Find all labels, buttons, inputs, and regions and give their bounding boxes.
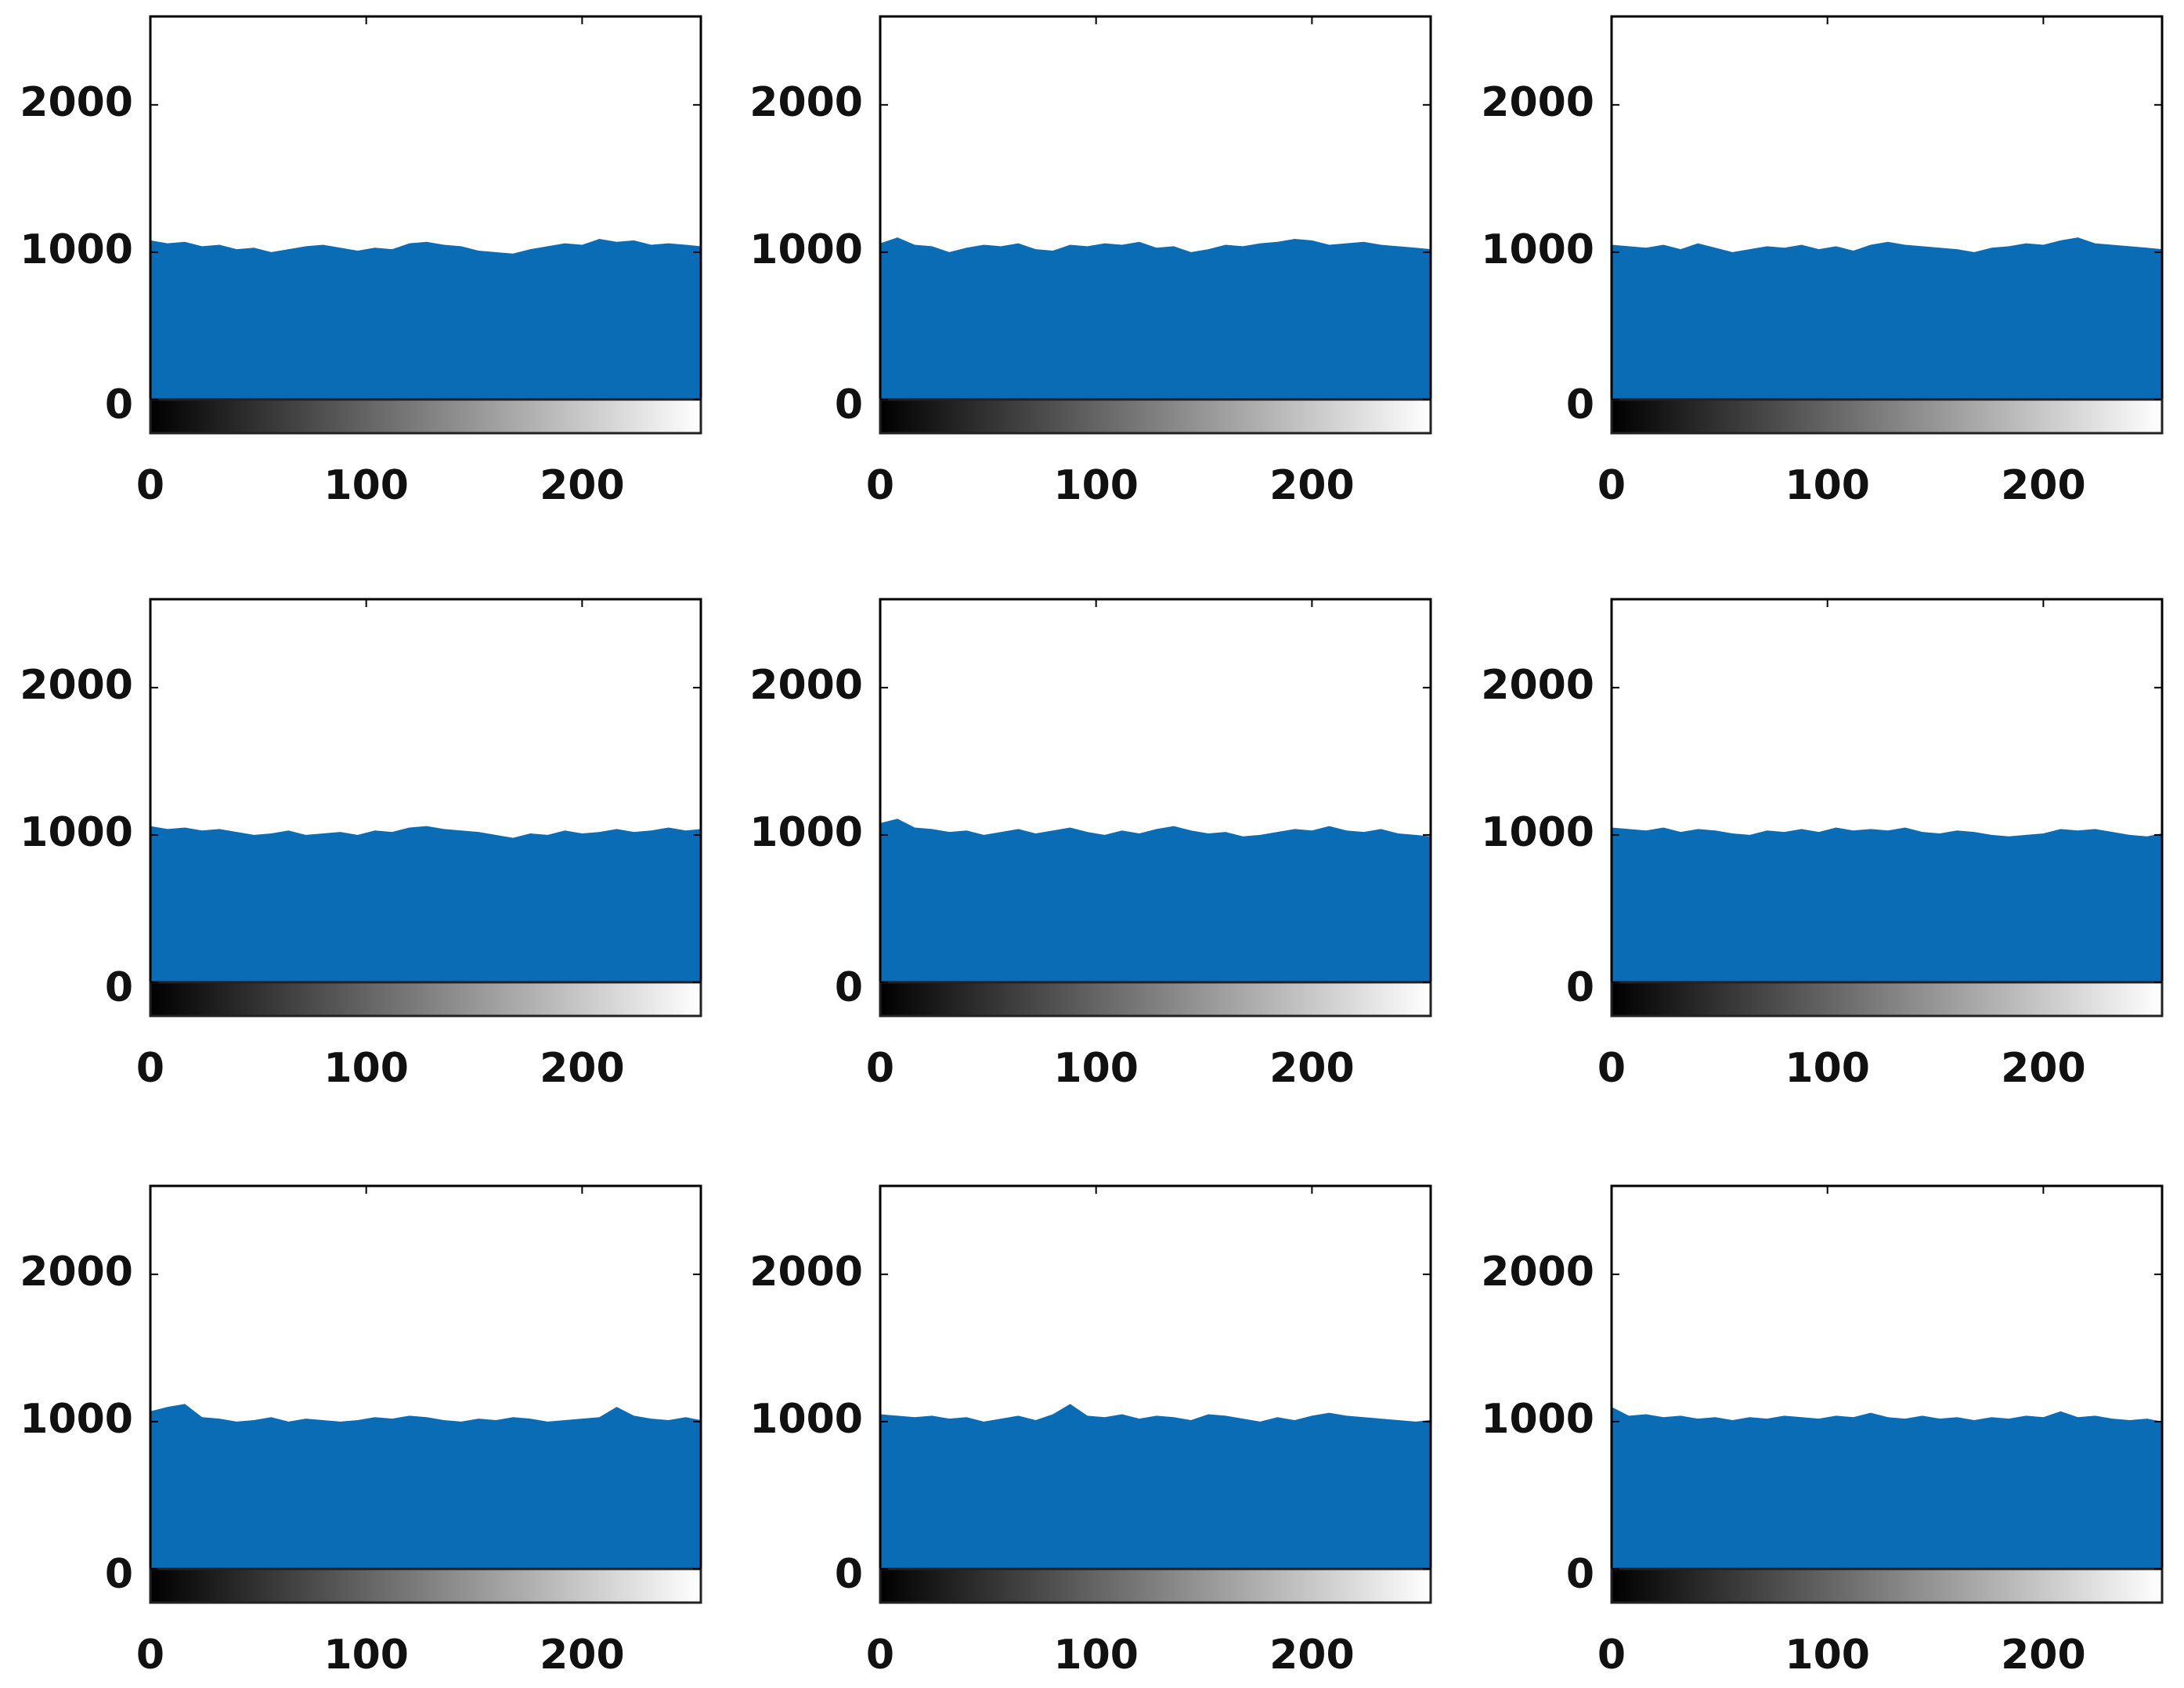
x-tick-label: 100	[1053, 1632, 1139, 1679]
x-tick-label: 100	[323, 1632, 409, 1679]
y-tick-label: 2000	[20, 1249, 133, 1296]
histogram-area	[880, 237, 1431, 399]
x-tick-label: 100	[323, 462, 409, 509]
colorbar	[149, 981, 702, 1017]
histogram-area	[880, 819, 1431, 982]
x-tick-label: 200	[1269, 462, 1355, 509]
y-tick-label: 1000	[749, 226, 863, 273]
y-tick-label: 1000	[20, 226, 133, 273]
y-tick-label: 2000	[749, 662, 863, 709]
histogram-area	[150, 826, 701, 982]
histogram-area	[1612, 1407, 2162, 1569]
x-tick-label: 200	[2001, 1632, 2086, 1679]
x-tick-label: 200	[540, 1632, 625, 1679]
x-tick-label: 200	[540, 1045, 625, 1092]
y-tick-label: 0	[1566, 1551, 1594, 1598]
y-tick-label: 1000	[749, 809, 863, 856]
y-tick-label: 0	[1566, 964, 1594, 1011]
y-tick-label: 1000	[20, 809, 133, 856]
x-tick-label: 200	[1269, 1045, 1355, 1092]
colorbar	[1610, 981, 2164, 1017]
x-tick-label: 0	[136, 1632, 164, 1679]
y-tick-label: 1000	[1481, 1396, 1594, 1443]
y-tick-label: 0	[835, 381, 863, 428]
x-tick-label: 100	[1785, 1045, 1870, 1092]
x-tick-label: 100	[323, 1045, 409, 1092]
x-tick-label: 100	[1053, 1045, 1139, 1092]
x-tick-label: 0	[1597, 1045, 1626, 1092]
x-tick-label: 100	[1785, 1632, 1870, 1679]
x-tick-label: 100	[1785, 462, 1870, 509]
y-tick-label: 2000	[749, 79, 863, 126]
y-tick-label: 0	[835, 964, 863, 1011]
y-tick-label: 0	[835, 1551, 863, 1598]
colorbar	[879, 981, 1432, 1017]
colorbar	[149, 398, 702, 435]
x-tick-label: 0	[866, 1045, 894, 1092]
x-tick-label: 200	[540, 462, 625, 509]
x-tick-label: 200	[1269, 1632, 1355, 1679]
colorbar	[879, 1567, 1432, 1604]
y-tick-label: 0	[105, 964, 133, 1011]
y-tick-label: 0	[105, 1551, 133, 1598]
histogram-area	[880, 1404, 1431, 1569]
histogram-area	[1612, 237, 2162, 399]
colorbar	[879, 398, 1432, 435]
x-tick-label: 0	[136, 1045, 164, 1092]
y-tick-label: 1000	[1481, 226, 1594, 273]
y-tick-label: 0	[1566, 381, 1594, 428]
x-tick-label: 100	[1053, 462, 1139, 509]
x-tick-label: 200	[2001, 1045, 2086, 1092]
y-tick-label: 2000	[20, 662, 133, 709]
x-tick-label: 0	[1597, 462, 1626, 509]
x-tick-label: 0	[866, 462, 894, 509]
y-tick-label: 2000	[749, 1249, 863, 1296]
histogram-area	[150, 238, 701, 399]
x-tick-label: 0	[1597, 1632, 1626, 1679]
y-tick-label: 1000	[20, 1396, 133, 1443]
y-tick-label: 2000	[20, 79, 133, 126]
x-tick-label: 0	[136, 462, 164, 509]
y-tick-label: 2000	[1481, 79, 1594, 126]
y-tick-label: 1000	[749, 1396, 863, 1443]
colorbar	[1610, 398, 2164, 435]
histogram-area	[1612, 827, 2162, 982]
y-tick-label: 2000	[1481, 662, 1594, 709]
x-tick-label: 0	[866, 1632, 894, 1679]
x-tick-label: 200	[2001, 462, 2086, 509]
y-tick-label: 1000	[1481, 809, 1594, 856]
y-tick-label: 0	[105, 381, 133, 428]
y-tick-label: 2000	[1481, 1249, 1594, 1296]
colorbar	[149, 1567, 702, 1604]
histogram-area	[150, 1404, 701, 1569]
colorbar	[1610, 1567, 2164, 1604]
